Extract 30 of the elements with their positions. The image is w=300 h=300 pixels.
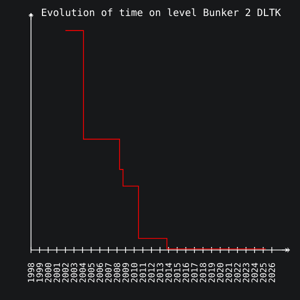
x-tick-label: 2018 bbox=[200, 263, 206, 282]
x-tick-label: 2020 bbox=[217, 263, 224, 282]
x-tick-label: 2004 bbox=[79, 262, 86, 282]
x-tick-label: 2012 bbox=[148, 263, 155, 282]
x-tick-label: 2014 bbox=[165, 262, 172, 282]
x-tick-label: 2006 bbox=[96, 263, 104, 282]
x-tick-label: 2007 bbox=[105, 263, 112, 282]
x-tick-label: 2011 bbox=[140, 263, 146, 282]
x-tick-label: 2001 bbox=[54, 263, 60, 282]
x-tick-label: 2019 bbox=[208, 263, 215, 282]
x-tick-label: 2023 bbox=[242, 263, 250, 282]
x-tick-label: 2000 bbox=[45, 263, 52, 282]
chart-title: Evolution of time on level Bunker 2 DLTK bbox=[42, 8, 281, 16]
x-tick-label: 2013 bbox=[156, 263, 164, 282]
x-tick-label: 2017 bbox=[191, 263, 198, 282]
x-tick-label: 2021 bbox=[226, 263, 232, 282]
x-tick-label: 2003 bbox=[70, 263, 78, 282]
x-tick-label: 2008 bbox=[114, 263, 120, 282]
x-tick-label: 2010 bbox=[131, 263, 138, 282]
x-tick-label: 2024 bbox=[251, 262, 258, 282]
x-tick-label: 1998 bbox=[28, 263, 34, 282]
x-tick-label: 2025 bbox=[260, 263, 266, 282]
x-tick-label: 2022 bbox=[234, 263, 241, 282]
x-tick-label: 1999 bbox=[36, 263, 43, 282]
x-tick-label: 2009 bbox=[122, 263, 129, 282]
x-tick-label: 2026 bbox=[268, 263, 276, 282]
x-tick-label: 2005 bbox=[88, 263, 94, 282]
x-tick-label: 2015 bbox=[174, 263, 180, 282]
x-tick-label: 2002 bbox=[62, 263, 69, 282]
x-tick-label: 2016 bbox=[182, 263, 190, 282]
